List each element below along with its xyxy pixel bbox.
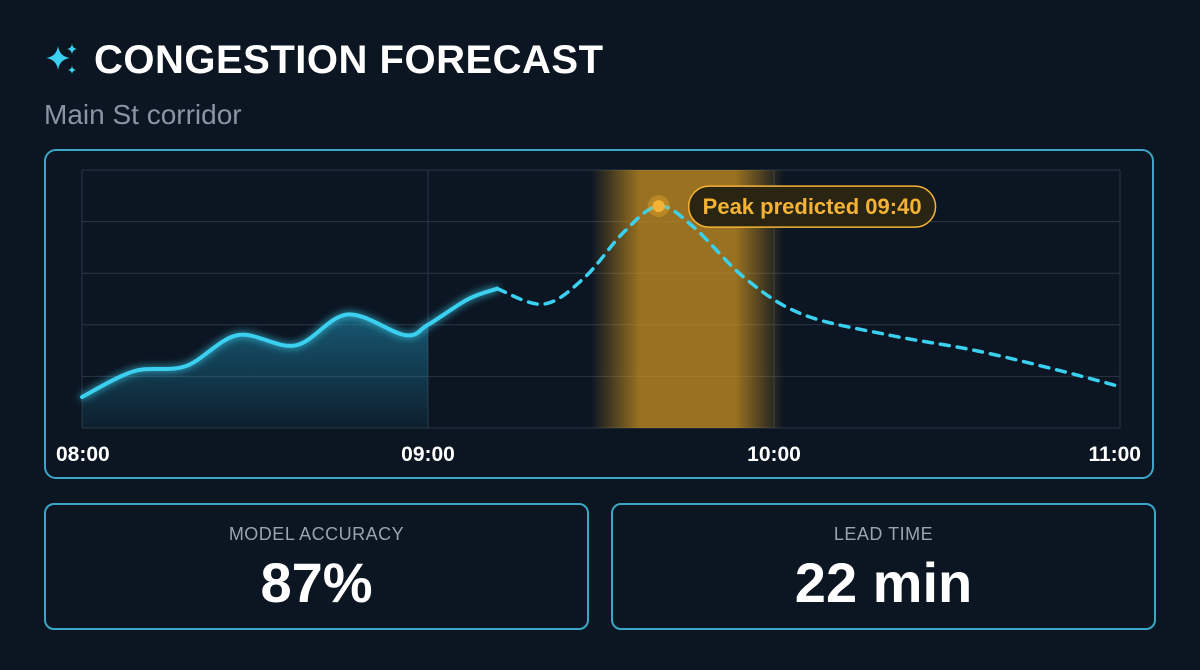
peak-annotation-text: Peak predicted 09:40	[703, 194, 922, 219]
peak-annotation-pill	[687, 185, 937, 228]
stat-card-lead-time: LEAD TIME 22 min	[611, 503, 1156, 630]
sparkle-icon	[46, 44, 77, 74]
x-tick-label: 11:00	[1088, 443, 1141, 466]
page-subtitle: Main St corridor	[44, 99, 242, 130]
title-row: CONGESTION FORECAST	[44, 36, 604, 84]
actual-line	[80, 286, 500, 400]
x-tick-label: 10:00	[747, 443, 801, 466]
peak-marker	[652, 200, 665, 213]
tick-layer: 08:00 09:00 10:00 11:00	[56, 443, 1141, 466]
x-tick-label: 08:00	[56, 443, 110, 466]
marker-layer: Peak predicted 09:40	[647, 185, 937, 228]
stat-value: 87%	[260, 551, 373, 614]
stat-card-model-accuracy: MODEL ACCURACY 87%	[44, 503, 589, 630]
series-layer	[80, 204, 1122, 428]
x-tick-label: 09:00	[401, 443, 455, 466]
actual-area	[82, 314, 428, 428]
page-title: CONGESTION FORECAST	[94, 38, 604, 82]
stat-label: LEAD TIME	[833, 524, 934, 544]
stat-value: 22 min	[794, 551, 973, 614]
forecast-line	[495, 204, 1122, 389]
header: CONGESTION FORECAST Main St corridor	[44, 36, 604, 132]
stat-label: MODEL ACCURACY	[228, 524, 405, 544]
